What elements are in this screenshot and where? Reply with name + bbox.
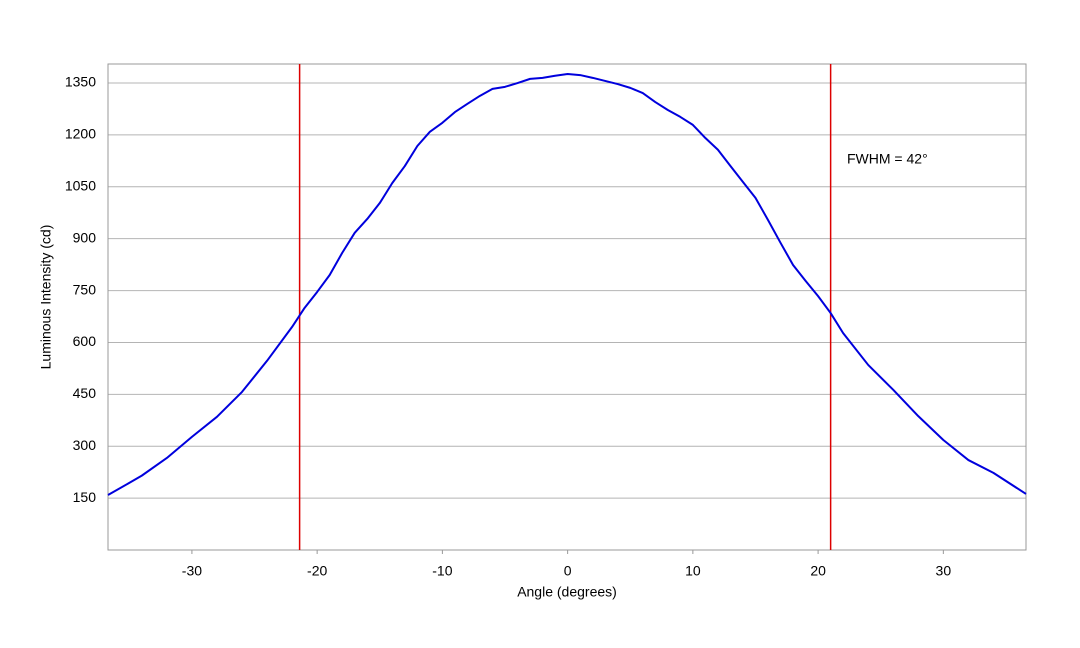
x-tick-label: -20	[307, 563, 327, 579]
x-tick-label: -10	[432, 563, 452, 579]
y-axis-label: Luminous Intensity (cd)	[38, 225, 54, 370]
y-tick-label: 750	[73, 281, 97, 297]
annotation: FWHM = 42°	[847, 151, 928, 167]
y-tick-label: 1050	[65, 178, 96, 194]
plot-frame	[107, 63, 1027, 551]
x-tick-label: 20	[810, 563, 826, 579]
data-line	[107, 73, 1027, 496]
y-tick-label: 150	[73, 489, 97, 505]
x-tick-label: 30	[936, 563, 952, 579]
y-tick-label: 300	[73, 437, 97, 453]
x-tick-label: 10	[685, 563, 701, 579]
y-tick-label: 600	[73, 333, 97, 349]
x-tick-label: -30	[182, 563, 202, 579]
x-axis-label: Angle (degrees)	[517, 584, 617, 600]
y-tick-label: 1350	[65, 74, 96, 90]
y-tick-label: 450	[73, 385, 97, 401]
x-tick-label: 0	[564, 563, 572, 579]
y-tick-label: 900	[73, 229, 97, 245]
y-tick-label: 1200	[65, 126, 96, 142]
